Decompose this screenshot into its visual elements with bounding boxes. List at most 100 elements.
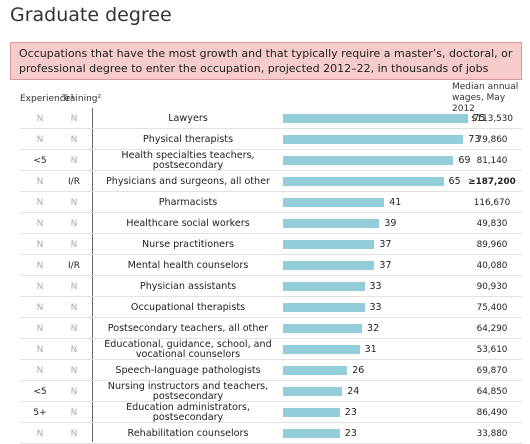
experience: N — [36, 260, 44, 271]
row-separator — [20, 233, 522, 234]
bar — [283, 177, 444, 186]
training: N — [70, 155, 78, 166]
wage: 40,080 — [476, 260, 508, 271]
bar — [283, 408, 340, 417]
row-separator — [20, 254, 522, 255]
row-separator — [20, 296, 522, 297]
value-label: 33 — [369, 281, 382, 292]
wage: 86,490 — [476, 407, 508, 418]
bar — [283, 345, 360, 354]
training: N — [70, 239, 78, 250]
value-label: 24 — [347, 386, 360, 397]
row-separator — [20, 359, 522, 360]
value-label: 26 — [352, 365, 365, 376]
row-separator — [20, 338, 522, 339]
experience: N — [36, 281, 44, 292]
row-separator — [20, 149, 522, 150]
row: N N Postsecondary teachers, all other 32 64,… — [0, 318, 530, 339]
occupation: Physician assistants — [139, 280, 237, 292]
bar — [283, 429, 340, 438]
bar — [283, 240, 375, 249]
experience: <5 — [33, 155, 47, 166]
training: N — [70, 113, 78, 124]
row: N N Physical therapists 73 79,860 — [0, 129, 530, 150]
value-label: 23 — [344, 407, 357, 418]
row-separator — [20, 317, 522, 318]
occupation: Physical therapists — [142, 133, 234, 145]
value-label: 31 — [364, 344, 377, 355]
experience: 5+ — [33, 407, 47, 418]
value-label: 23 — [344, 428, 357, 439]
row: N N Rehabilitation counselors 23 33,880 — [0, 423, 530, 444]
value-label: 37 — [379, 239, 392, 250]
value-label: 65 — [448, 176, 461, 187]
occupation: Pharmacists — [158, 196, 218, 208]
experience: N — [36, 176, 44, 187]
row: N N Occupational therapists 33 75,400 — [0, 297, 530, 318]
experience: N — [36, 428, 44, 439]
occupation: Nursing instructors and teachers, postse… — [107, 380, 269, 402]
occupation: Educational, guidance, school, and vocat… — [104, 338, 272, 360]
training: N — [70, 344, 78, 355]
training: N — [70, 365, 78, 376]
wage: 75,400 — [476, 302, 508, 313]
bar — [283, 303, 365, 312]
training: N — [70, 386, 78, 397]
training: N — [70, 428, 78, 439]
row: 5+ N Education administrators, postseconda… — [0, 402, 530, 423]
subtitle: Occupations that have the most growth an… — [10, 42, 522, 80]
occupation: Health specialties teachers, postseconda… — [121, 149, 255, 171]
training: N — [70, 407, 78, 418]
experience: N — [36, 218, 44, 229]
training: N — [70, 218, 78, 229]
row: N N Physician assistants 33 90,930 — [0, 276, 530, 297]
row-separator — [20, 380, 522, 381]
experience: <5 — [33, 386, 47, 397]
occupation: Lawyers — [168, 112, 208, 124]
row: <5 N Nursing instructors and teachers, pos… — [0, 381, 530, 402]
row-separator — [20, 128, 522, 129]
experience: N — [36, 197, 44, 208]
wage: 89,960 — [476, 239, 508, 250]
bar — [283, 219, 380, 228]
training: N — [70, 302, 78, 313]
occupation: Rehabilitation counselors — [127, 427, 249, 439]
bar — [283, 135, 464, 144]
bar — [283, 261, 375, 270]
experience: N — [36, 239, 44, 250]
row: N N Speech-language pathologists 26 69,870 — [0, 360, 530, 381]
wage: 116,670 — [473, 197, 511, 208]
row: N N Pharmacists 41 116,670 — [0, 192, 530, 213]
value-label: 73 — [468, 134, 481, 145]
wage: 69,870 — [476, 365, 508, 376]
occupation: Physicians and surgeons, all other — [106, 175, 270, 187]
row: N N Educational, guidance, school, and voc… — [0, 339, 530, 360]
row-separator — [20, 401, 522, 402]
value-label: 37 — [379, 260, 392, 271]
bar — [283, 114, 469, 123]
value-label: 75 — [473, 113, 486, 124]
row: N I/R Mental health counselors 37 40,080 — [0, 255, 530, 276]
row-separator — [20, 422, 522, 423]
wage: 79,860 — [476, 134, 508, 145]
occupation: Nurse practitioners — [142, 238, 234, 250]
occupation: Postsecondary teachers, all other — [107, 322, 269, 334]
experience: N — [36, 365, 44, 376]
row: N I/R Physicians and surgeons, all other 65… — [0, 171, 530, 192]
row: <5 N Health specialties teachers, postseco… — [0, 150, 530, 171]
occupation: Healthcare social workers — [126, 217, 250, 229]
row-separator — [20, 170, 522, 171]
row-separator — [20, 275, 522, 276]
training: N — [70, 281, 78, 292]
row-separator — [20, 191, 522, 192]
title: Graduate degree — [10, 4, 172, 26]
wage: 64,290 — [476, 323, 508, 334]
experience: N — [36, 302, 44, 313]
occupation: Speech-language pathologists — [115, 364, 261, 376]
wage: 53,610 — [476, 344, 508, 355]
training: I/R — [68, 260, 80, 271]
rows: N N Lawyers 75 $113,530 N N Physical therapists… — [0, 108, 530, 444]
training: I/R — [68, 176, 80, 187]
wage: 33,880 — [476, 428, 508, 439]
